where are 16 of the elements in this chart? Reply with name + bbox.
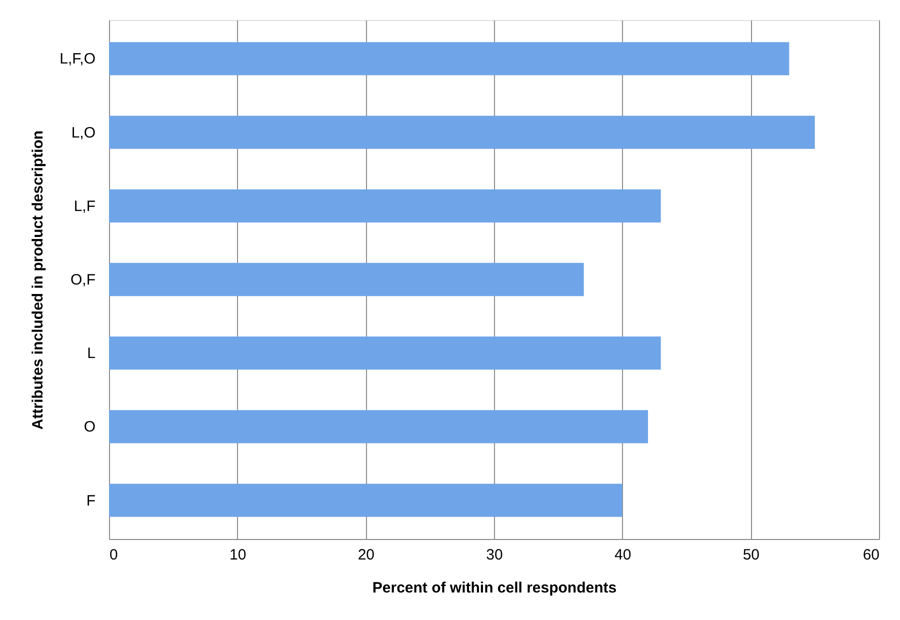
y-tick-label: O [84, 418, 96, 436]
x-tick-label: 20 [358, 546, 375, 564]
y-tick-label: L [87, 345, 96, 362]
y-tick-label: L,F,O [60, 50, 96, 68]
x-tick-label: 30 [486, 546, 503, 564]
x-tick-label: 0 [110, 546, 118, 564]
y-tick-label: L,O [71, 124, 96, 142]
y-axis-title: Attributes included in product description [30, 130, 47, 430]
x-tick-label: 60 [862, 546, 880, 564]
x-axis-title: Percent of within cell respondents [372, 580, 617, 596]
x-tick-label: 10 [229, 546, 246, 564]
y-tick-label: L,F [74, 198, 96, 215]
y-tick-label: F [86, 492, 96, 510]
x-tick-label: 40 [614, 546, 632, 564]
y-tick-label: O,F [70, 272, 96, 288]
x-tick-label: 50 [742, 546, 760, 564]
